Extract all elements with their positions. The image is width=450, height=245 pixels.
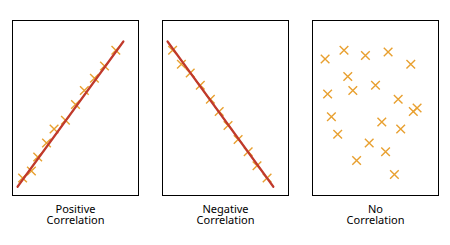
svg-text:NegativeCorrelation: NegativeCorrelation [197,201,255,227]
svg-text:NoCorrelation: NoCorrelation [347,201,405,227]
svg-text:PositiveCorrelation: PositiveCorrelation [47,201,105,227]
